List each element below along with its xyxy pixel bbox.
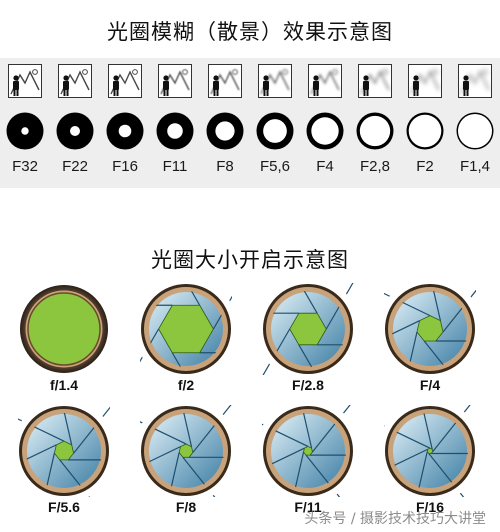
aperture-disc-icon bbox=[256, 112, 294, 150]
blur-column: F11 bbox=[150, 58, 200, 188]
blur-column: F16 bbox=[100, 58, 150, 188]
f-stop-label: F8 bbox=[216, 158, 234, 175]
scene-thumbnail-icon bbox=[8, 64, 42, 98]
watermark: 头条号 / 摄影技术技巧大讲堂 bbox=[304, 511, 486, 527]
aperture-label: F/11 bbox=[294, 499, 322, 515]
aperture-disc-icon bbox=[406, 112, 444, 150]
scene-thumbnail-icon bbox=[158, 64, 192, 98]
aperture-blades-icon bbox=[18, 405, 110, 497]
f-stop-label: F11 bbox=[162, 158, 188, 175]
aperture-blades-icon bbox=[262, 405, 354, 497]
aperture-blades-icon bbox=[20, 285, 108, 373]
aperture-diagram: F/4 bbox=[384, 283, 476, 403]
scene-thumbnail-icon bbox=[408, 64, 442, 98]
aperture-diagram: f/1.4 bbox=[18, 283, 110, 403]
aperture-label: F/5.6 bbox=[48, 499, 80, 515]
f-stop-label: F4 bbox=[316, 158, 334, 175]
f-stop-label: F22 bbox=[62, 158, 88, 175]
f-stop-label: F2 bbox=[416, 158, 434, 175]
scene-thumbnail-icon bbox=[458, 64, 492, 98]
aperture-label: f/2 bbox=[177, 377, 195, 393]
scene-thumbnail-icon bbox=[58, 64, 92, 98]
aperture-disc-icon bbox=[456, 112, 494, 150]
aperture-disc-icon bbox=[356, 112, 394, 150]
aperture-diagram: F/11 bbox=[262, 405, 354, 525]
aperture-disc-icon bbox=[306, 112, 344, 150]
blur-column: F32 bbox=[0, 58, 50, 188]
f-stop-label: F5,6 bbox=[259, 158, 290, 175]
blur-column: F22 bbox=[50, 58, 100, 188]
blur-column: F8 bbox=[200, 58, 250, 188]
f-stop-label: F2,8 bbox=[359, 158, 390, 175]
scene-thumbnail-icon bbox=[258, 64, 292, 98]
scene-thumbnail-icon bbox=[358, 64, 392, 98]
aperture-label: F/4 bbox=[419, 377, 441, 393]
aperture-diagram: F/5.6 bbox=[18, 405, 110, 525]
aperture-blades-icon bbox=[384, 283, 476, 375]
blur-column: F4 bbox=[300, 58, 350, 188]
aperture-blades-icon bbox=[140, 405, 232, 497]
f-stop-label: F16 bbox=[112, 158, 138, 175]
scene-thumbnail-icon bbox=[208, 64, 242, 98]
blur-column: F2 bbox=[400, 58, 450, 188]
aperture-diagram: f/2 bbox=[140, 283, 232, 403]
blur-comparison-strip: F32 F22 F16 F11 F8 F5,6 F4 F2,8 F2 F1,4 bbox=[0, 58, 500, 188]
aperture-disc-icon bbox=[106, 112, 144, 150]
aperture-diagram: F/16 bbox=[384, 405, 476, 525]
aperture-disc-icon bbox=[6, 112, 44, 150]
scene-thumbnail-icon bbox=[308, 64, 342, 98]
aperture-label: F/16 bbox=[415, 499, 444, 515]
aperture-label: F/2.8 bbox=[292, 377, 324, 393]
aperture-disc-icon bbox=[206, 112, 244, 150]
blur-column: F2,8 bbox=[350, 58, 400, 188]
aperture-label: f/1.4 bbox=[49, 377, 78, 393]
blur-column: F1,4 bbox=[450, 58, 500, 188]
aperture-blades-icon bbox=[140, 283, 232, 375]
scene-thumbnail-icon bbox=[108, 64, 142, 98]
aperture-diagram: F/2.8 bbox=[262, 283, 354, 403]
aperture-label: F/8 bbox=[175, 499, 197, 515]
blur-effect-title: 光圈模糊（散景）效果示意图 bbox=[107, 20, 393, 44]
aperture-disc-icon bbox=[156, 112, 194, 150]
aperture-blades-icon bbox=[262, 283, 354, 375]
aperture-disc-icon bbox=[56, 112, 94, 150]
blur-column: F5,6 bbox=[250, 58, 300, 188]
f-stop-label: F32 bbox=[12, 158, 38, 175]
f-stop-label: F1,4 bbox=[459, 158, 490, 175]
aperture-size-title: 光圈大小开启示意图 bbox=[151, 248, 349, 272]
aperture-blades-icon bbox=[384, 405, 476, 497]
aperture-diagram: F/8 bbox=[140, 405, 232, 525]
